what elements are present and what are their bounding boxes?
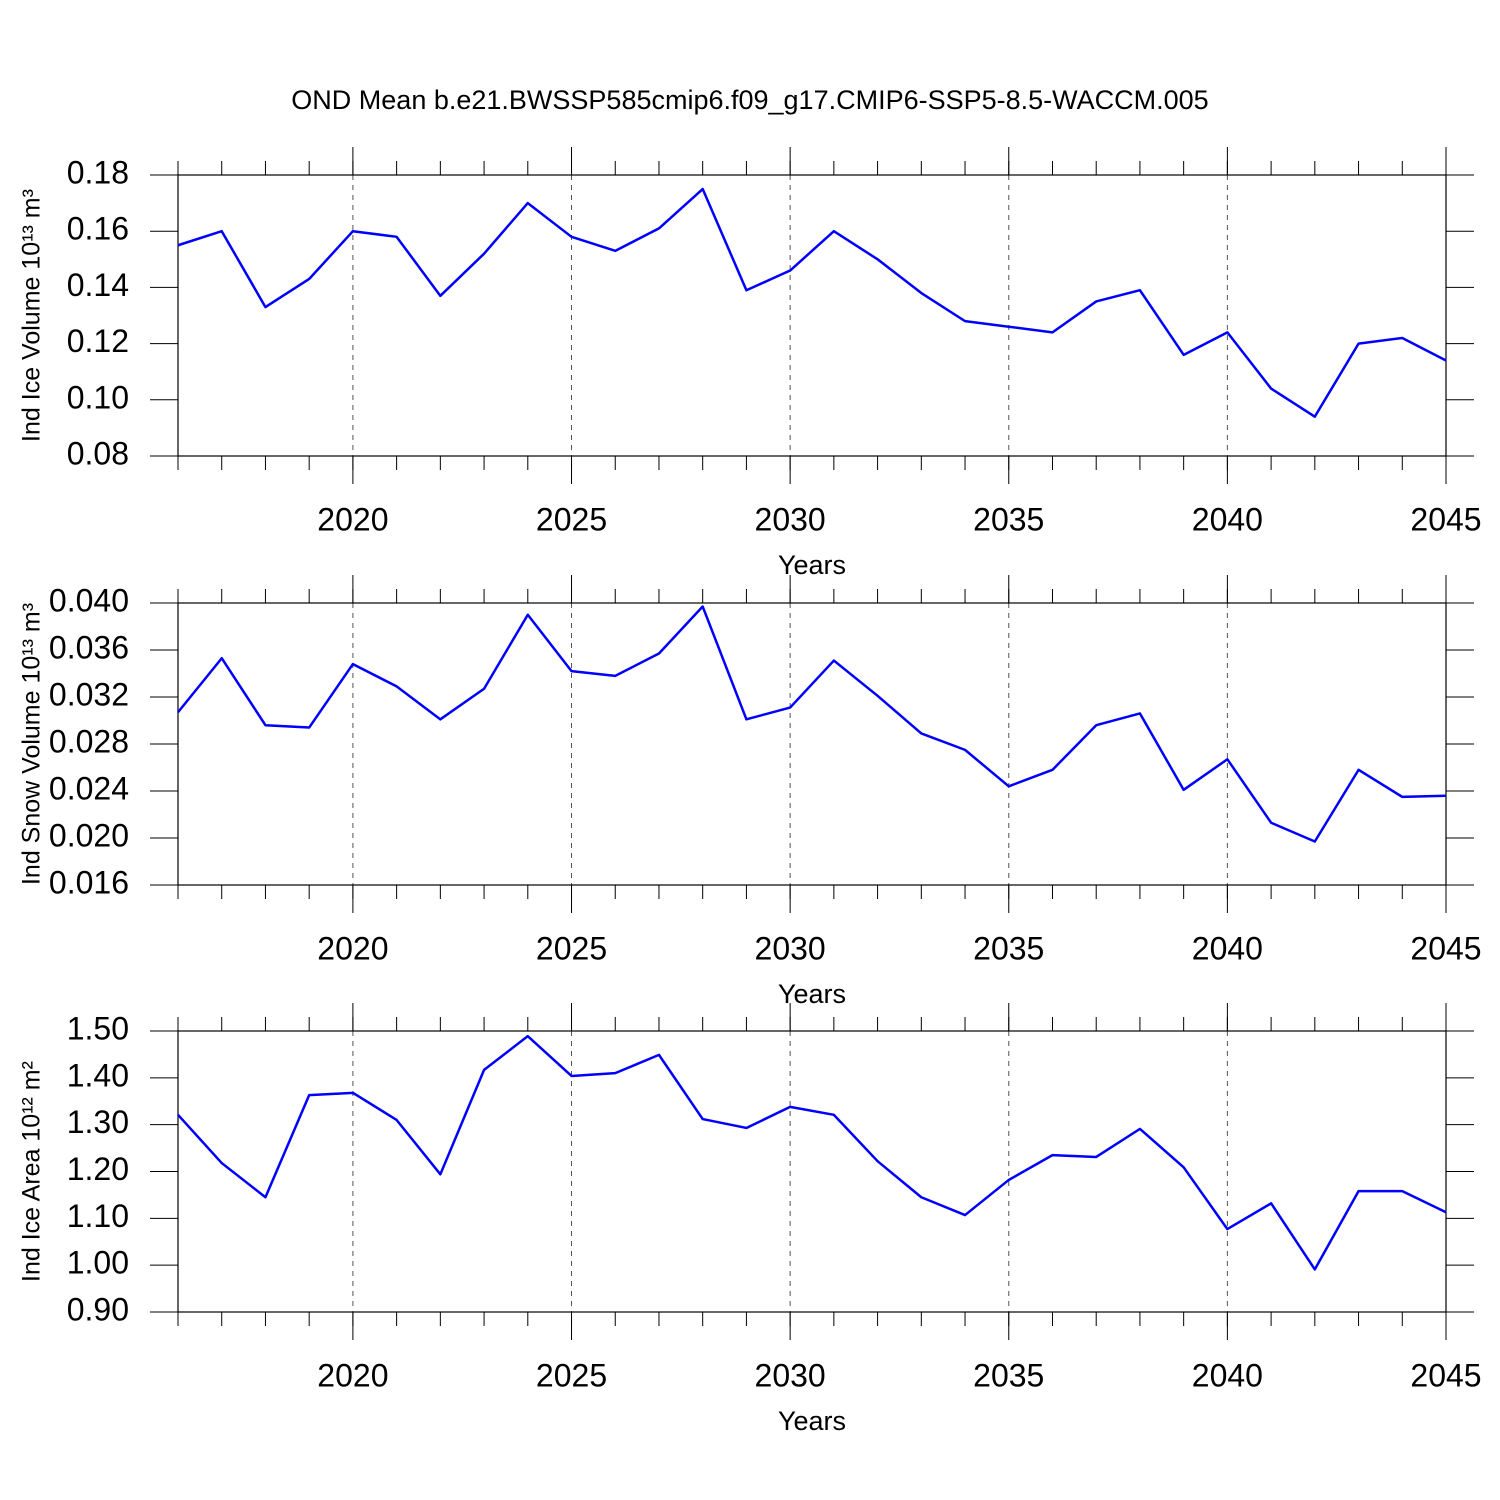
y-tick-label: 0.024 bbox=[49, 770, 129, 806]
figure-title: OND Mean b.e21.BWSSP585cmip6.f09_g17.CMI… bbox=[291, 85, 1208, 115]
x-tick-label: 2025 bbox=[536, 1357, 607, 1393]
x-tick-label: 2025 bbox=[536, 501, 607, 537]
data-line bbox=[177, 605, 1447, 843]
y-axis-label: Ind Ice Area 10¹² m² bbox=[18, 1061, 46, 1282]
y-tick-label: 0.90 bbox=[67, 1291, 129, 1327]
y-tick-label: 0.08 bbox=[67, 435, 129, 471]
x-tick-label: 2045 bbox=[1410, 501, 1481, 537]
plot-frame bbox=[177, 174, 1447, 457]
x-tick-label: 2020 bbox=[317, 501, 388, 537]
data-line bbox=[177, 187, 1447, 418]
x-tick-label: 2035 bbox=[973, 501, 1044, 537]
plot-frame bbox=[177, 1030, 1447, 1313]
x-tick-label: 2045 bbox=[1410, 930, 1481, 966]
y-tick-label: 0.028 bbox=[49, 723, 129, 759]
x-axis-label: Years bbox=[778, 550, 846, 580]
y-tick-label: 0.020 bbox=[49, 817, 129, 853]
y-tick-label: 1.20 bbox=[67, 1151, 129, 1187]
x-tick-label: 2030 bbox=[755, 1357, 826, 1393]
x-tick-label: 2030 bbox=[755, 930, 826, 966]
y-tick-label: 1.30 bbox=[67, 1104, 129, 1140]
y-tick-label: 0.12 bbox=[67, 323, 129, 359]
y-tick-label: 0.14 bbox=[67, 267, 129, 303]
x-tick-label: 2040 bbox=[1192, 930, 1263, 966]
x-tick-label: 2035 bbox=[973, 1357, 1044, 1393]
y-tick-label: 0.18 bbox=[67, 154, 129, 190]
x-tick-label: 2020 bbox=[317, 1357, 388, 1393]
x-axis-label: Years bbox=[778, 1406, 846, 1436]
y-tick-label: 0.036 bbox=[49, 629, 129, 665]
x-tick-label: 2045 bbox=[1410, 1357, 1481, 1393]
y-tick-label: 0.040 bbox=[49, 582, 129, 618]
data-line bbox=[177, 1034, 1447, 1271]
x-tick-label: 2035 bbox=[973, 930, 1044, 966]
y-tick-label: 1.10 bbox=[67, 1198, 129, 1234]
y-axis-label: Ind Ice Volume 10¹³ m³ bbox=[18, 189, 46, 442]
x-tick-label: 2020 bbox=[317, 930, 388, 966]
y-axis-label: Ind Snow Volume 10¹³ m³ bbox=[18, 603, 46, 885]
y-tick-label: 1.40 bbox=[67, 1057, 129, 1093]
y-tick-label: 0.16 bbox=[67, 211, 129, 247]
y-tick-label: 0.016 bbox=[49, 864, 129, 900]
x-tick-label: 2040 bbox=[1192, 501, 1263, 537]
y-tick-label: 1.00 bbox=[67, 1245, 129, 1281]
x-tick-label: 2030 bbox=[755, 501, 826, 537]
y-tick-label: 0.032 bbox=[49, 676, 129, 712]
plot-frame bbox=[177, 602, 1447, 886]
x-tick-label: 2025 bbox=[536, 930, 607, 966]
x-axis-label: Years bbox=[778, 979, 846, 1009]
x-tick-label: 2040 bbox=[1192, 1357, 1263, 1393]
y-tick-label: 1.50 bbox=[67, 1010, 129, 1046]
y-tick-label: 0.10 bbox=[67, 379, 129, 415]
